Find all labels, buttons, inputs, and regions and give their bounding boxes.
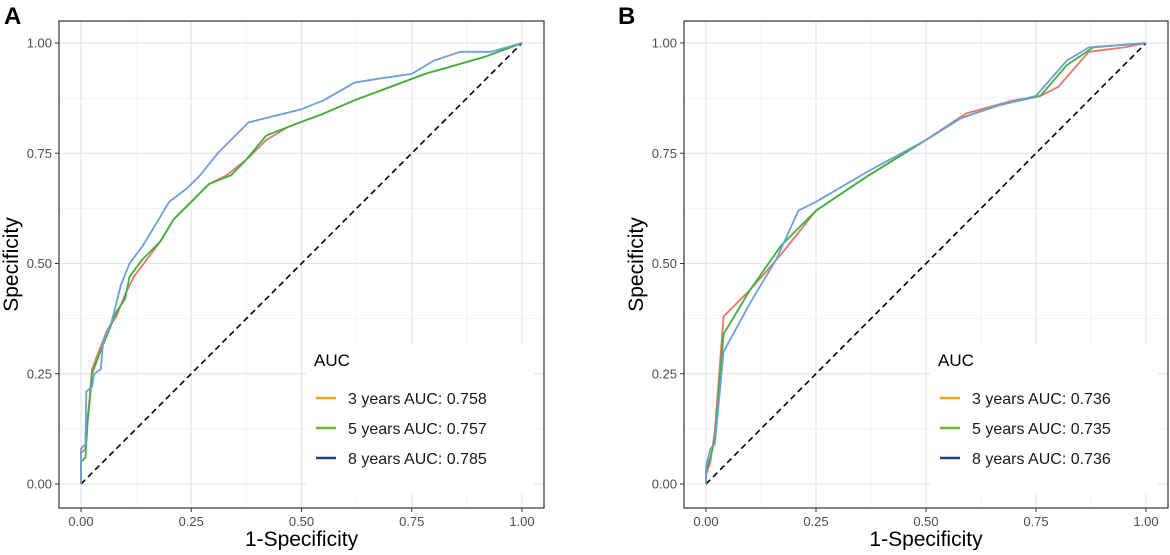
legend-label-5-years: 5 years AUC: 0.757 xyxy=(348,421,487,438)
y-tick-label: 0.00 xyxy=(652,477,677,492)
x-tick-label: 1.00 xyxy=(509,514,534,529)
x-tick-label: 1.00 xyxy=(1133,514,1158,529)
y-tick-label: 0.50 xyxy=(652,256,677,271)
reference-diagonal-line xyxy=(80,42,523,485)
y-tick-label: 0.00 xyxy=(27,477,52,492)
panel-label: B xyxy=(618,3,635,30)
y-tick-label: 0.75 xyxy=(652,146,677,161)
legend-label-5-years: 5 years AUC: 0.735 xyxy=(972,421,1111,438)
legend: AUC 3 years AUC: 0.736 5 years AUC: 0.735 8… xyxy=(930,344,1158,494)
roc-curve-5-years xyxy=(705,42,1147,484)
legend-background xyxy=(306,344,534,494)
panel-label: A xyxy=(4,3,21,30)
roc-curve-5-years xyxy=(80,42,523,484)
x-tick-label: 0.00 xyxy=(68,514,93,529)
y-tick-label: 0.25 xyxy=(27,366,52,381)
legend-title: AUC xyxy=(314,351,350,370)
x-tick-label: 0.00 xyxy=(693,514,718,529)
y-axis-title: Specificity xyxy=(0,217,23,312)
reference-diagonal-line xyxy=(705,42,1147,485)
roc-curve-8-years xyxy=(80,42,523,484)
legend-label-3-years: 3 years AUC: 0.758 xyxy=(348,391,487,408)
y-tick-label: 0.50 xyxy=(27,256,52,271)
legend-label-8-years: 8 years AUC: 0.736 xyxy=(972,451,1111,468)
x-tick-label: 0.50 xyxy=(289,514,314,529)
legend-background xyxy=(930,344,1158,494)
panel-b: 0.00 0.25 0.50 0.75 1.00 0.00 0.25 0.50 0.75 1.00… xyxy=(618,3,1169,551)
x-tick-label: 0.25 xyxy=(179,514,204,529)
x-tick-label: 0.50 xyxy=(913,514,938,529)
y-tick-label: 0.25 xyxy=(652,366,677,381)
y-tick-label: 1.00 xyxy=(652,36,677,51)
y-axis-title: Specificity xyxy=(625,217,648,312)
x-axis-title: 1-Specificity xyxy=(245,528,359,550)
panel-a: 0.00 0.25 0.50 0.75 1.00 0.00 0.25 0.50 0.75 1.00… xyxy=(0,3,545,551)
x-tick-label: 0.25 xyxy=(803,514,828,529)
x-tick-label: 0.75 xyxy=(1023,514,1048,529)
x-tick-label: 0.75 xyxy=(399,514,424,529)
roc-curve-8-years xyxy=(705,42,1147,484)
legend: AUC 3 years AUC: 0.758 5 years AUC: 0.757 8… xyxy=(306,344,534,494)
legend-title: AUC xyxy=(938,351,974,370)
legend-label-8-years: 8 years AUC: 0.785 xyxy=(348,451,487,468)
y-tick-label: 1.00 xyxy=(27,36,52,51)
y-tick-label: 0.75 xyxy=(27,146,52,161)
legend-label-3-years: 3 years AUC: 0.736 xyxy=(972,391,1111,408)
x-axis-title: 1-Specificity xyxy=(869,528,983,550)
